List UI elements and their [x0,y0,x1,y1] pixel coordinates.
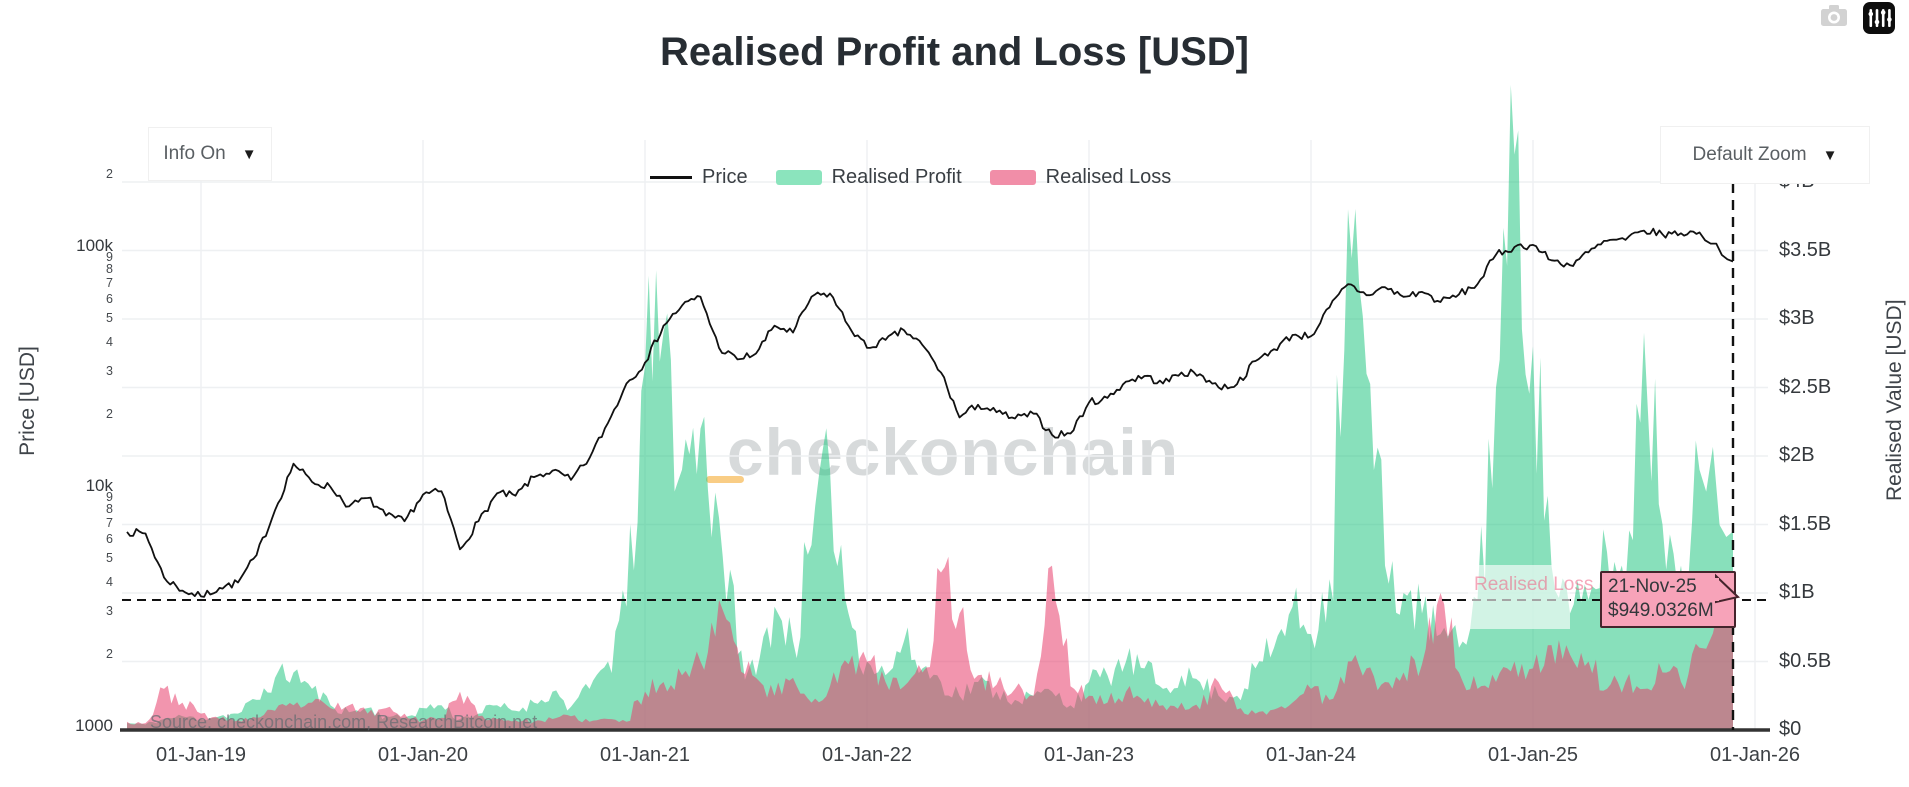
legend-label: Realised Profit [831,165,962,188]
value-axis-tick: $0.5B [1779,649,1832,672]
info-dropdown-label: Info On [163,143,226,164]
price-axis-tick: 6 [106,532,113,547]
price-axis-tick: 2 [106,646,113,661]
value-axis-tick: $3.5B [1779,238,1832,261]
legend-label: Price [702,165,748,188]
source-note: Source: checkonchain.com, ResearchBitcoi… [150,712,538,732]
price-axis-tick: 5 [106,311,113,326]
value-axis-tick: $3B [1779,307,1815,329]
price-line-swatch [650,175,692,179]
watermark-underscore [706,476,744,483]
camera-icon[interactable] [1819,2,1849,28]
price-axis-tick: 6 [106,292,113,307]
value-axis-tick: $0 [1779,718,1802,740]
price-axis-tick: 3 [106,364,113,379]
x-axis-tick: 01-Jan-25 [1487,744,1579,766]
value-axis-tick: $2B [1779,444,1815,466]
realised-loss-area [127,556,1733,730]
price-axis-tick: 10k [85,476,113,495]
legend-item-realised-profit[interactable]: Realised Profit [775,165,962,189]
legend: Price Realised Profit Realised Loss [650,161,1171,193]
tooltip-value: $949.0326M [1608,600,1714,621]
x-axis-tick: 01-Jan-20 [377,744,469,766]
price-axis-tick: 100k [76,236,113,255]
watermark: checkonchain [726,415,1180,489]
price-axis-tick: 9 [106,249,113,264]
page-title: Realised Profit and Loss [USD] [660,30,1249,74]
x-axis-tick: 01-Jan-22 [821,744,913,766]
x-axis-tick: 01-Jan-24 [1265,744,1357,766]
legend-item-realised-loss[interactable]: Realised Loss [989,165,1172,189]
value-axis-tick: $1.5B [1779,512,1832,535]
tooltip-pointer [1712,573,1741,604]
left-axis-title: Price [USD] [16,346,39,456]
price-axis-tick: 9 [106,489,113,504]
price-axis-tick: 8 [106,262,113,277]
value-axis-tick: $1B [1779,581,1815,603]
x-axis-tick: 01-Jan-26 [1709,744,1801,766]
price-axis-tick: 4 [106,574,113,589]
zoom-dropdown[interactable]: Default Zoom ▼ [1660,126,1870,184]
tooltip-date: 21-Nov-25 [1608,576,1697,597]
legend-label: Realised Loss [1045,165,1172,188]
price-axis-tick: 3 [106,604,113,619]
price-axis-tick: 7 [106,276,113,291]
legend-item-price[interactable]: Price [650,166,748,189]
x-axis-tick: 01-Jan-23 [1043,744,1135,766]
area-swatch [775,169,822,185]
chevron-down-icon: ▼ [1822,146,1838,164]
chart-controls-icon[interactable] [1863,2,1895,34]
price-axis-tick: 5 [106,551,113,566]
price-axis-tick: 8 [106,502,113,517]
zoom-dropdown-label: Default Zoom [1692,144,1807,165]
price-axis-tick: 7 [106,516,113,531]
price-axis-tick: 2 [106,166,113,181]
price-axis-tick: 1000 [75,716,113,735]
hover-series-label: Realised Loss [1474,574,1594,595]
chevron-down-icon: ▼ [241,145,257,163]
area-swatch [989,169,1036,185]
value-axis-tick: $2.5B [1779,375,1832,398]
info-dropdown[interactable]: Info On ▼ [148,127,272,181]
price-line [126,227,1734,598]
x-axis-tick: 01-Jan-19 [155,744,247,766]
price-axis-tick: 4 [106,334,113,349]
right-axis-title: Realised Value [USD] [1883,299,1906,501]
price-axis-tick: 2 [106,406,113,421]
hover-highlight-patch [1468,565,1570,629]
x-axis-tick: 01-Jan-21 [599,744,691,766]
modebar [1819,2,1895,34]
